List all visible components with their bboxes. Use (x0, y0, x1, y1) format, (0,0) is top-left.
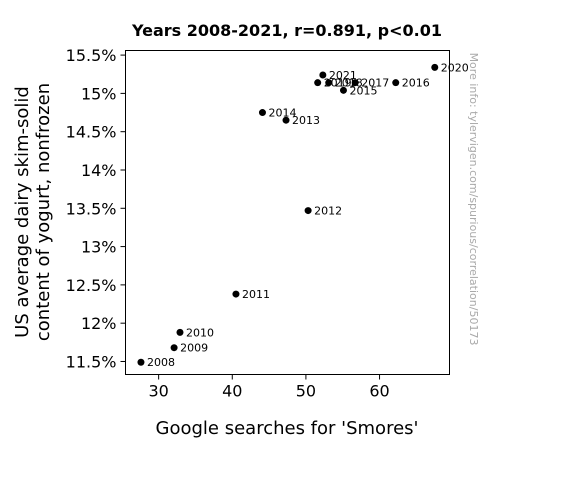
data-point-label: 2018 (335, 77, 363, 90)
y-axis: 11.5% 12% 12.5% 13% 13.5% 14% 14.5% 15% 15.5% (66, 46, 126, 371)
data-point-label: 2015 (349, 84, 377, 97)
data-point-label: 2021 (329, 69, 357, 82)
data-point-label: 2012 (314, 205, 342, 218)
plot-area (125, 50, 450, 375)
x-axis-label: Google searches for 'Smores' (156, 418, 419, 439)
data-point (137, 358, 145, 366)
watermark-text: More info: tylervigen.com/spurious/corre… (467, 53, 480, 346)
data-point (351, 79, 359, 87)
data-point (282, 116, 290, 124)
data-point (431, 63, 439, 71)
data-point-label: 2017 (361, 77, 389, 90)
data-point-label: 2010 (186, 326, 214, 339)
chart-title: Years 2008-2021, r=0.891, p<0.01 (131, 21, 442, 40)
y-tick-label: 14% (81, 161, 117, 180)
data-point-label: 2019 (324, 77, 352, 90)
data-point-label: 2014 (268, 107, 296, 120)
data-point-label: 2020 (441, 61, 469, 74)
data-point-label: 2009 (180, 342, 208, 355)
data-point (176, 328, 184, 336)
y-tick-label: 12% (81, 314, 117, 333)
data-point-label: 2013 (292, 114, 320, 127)
data-point-label: 2016 (402, 77, 430, 90)
data-point-label: 2011 (242, 288, 270, 301)
data-point-label: 2008 (147, 356, 175, 369)
y-tick-label: 15.5% (66, 46, 117, 65)
y-tick-label: 13.5% (66, 199, 117, 218)
data-point (392, 79, 400, 87)
data-point (325, 79, 333, 87)
data-point (170, 344, 178, 352)
y-axis-label-line-2: content of yogurt, nonfrozen (33, 83, 54, 341)
x-tick-label: 30 (148, 382, 168, 401)
y-tick-label: 13% (81, 238, 117, 257)
data-point (258, 109, 266, 117)
data-point (232, 290, 240, 298)
x-tick-label: 40 (222, 382, 242, 401)
y-tick-label: 12.5% (66, 276, 117, 295)
data-point (314, 79, 322, 87)
y-tick-label: 11.5% (66, 352, 117, 371)
x-tick-label: 60 (369, 382, 389, 401)
y-axis-label-line-1: US average dairy skim-solid (12, 86, 33, 338)
y-tick-label: 14.5% (66, 123, 117, 142)
x-axis: 30 40 50 60 (148, 374, 390, 401)
data-point (339, 86, 347, 94)
data-point (319, 71, 327, 79)
data-point (304, 207, 312, 215)
x-tick-label: 50 (296, 382, 316, 401)
y-tick-label: 15% (81, 84, 117, 103)
